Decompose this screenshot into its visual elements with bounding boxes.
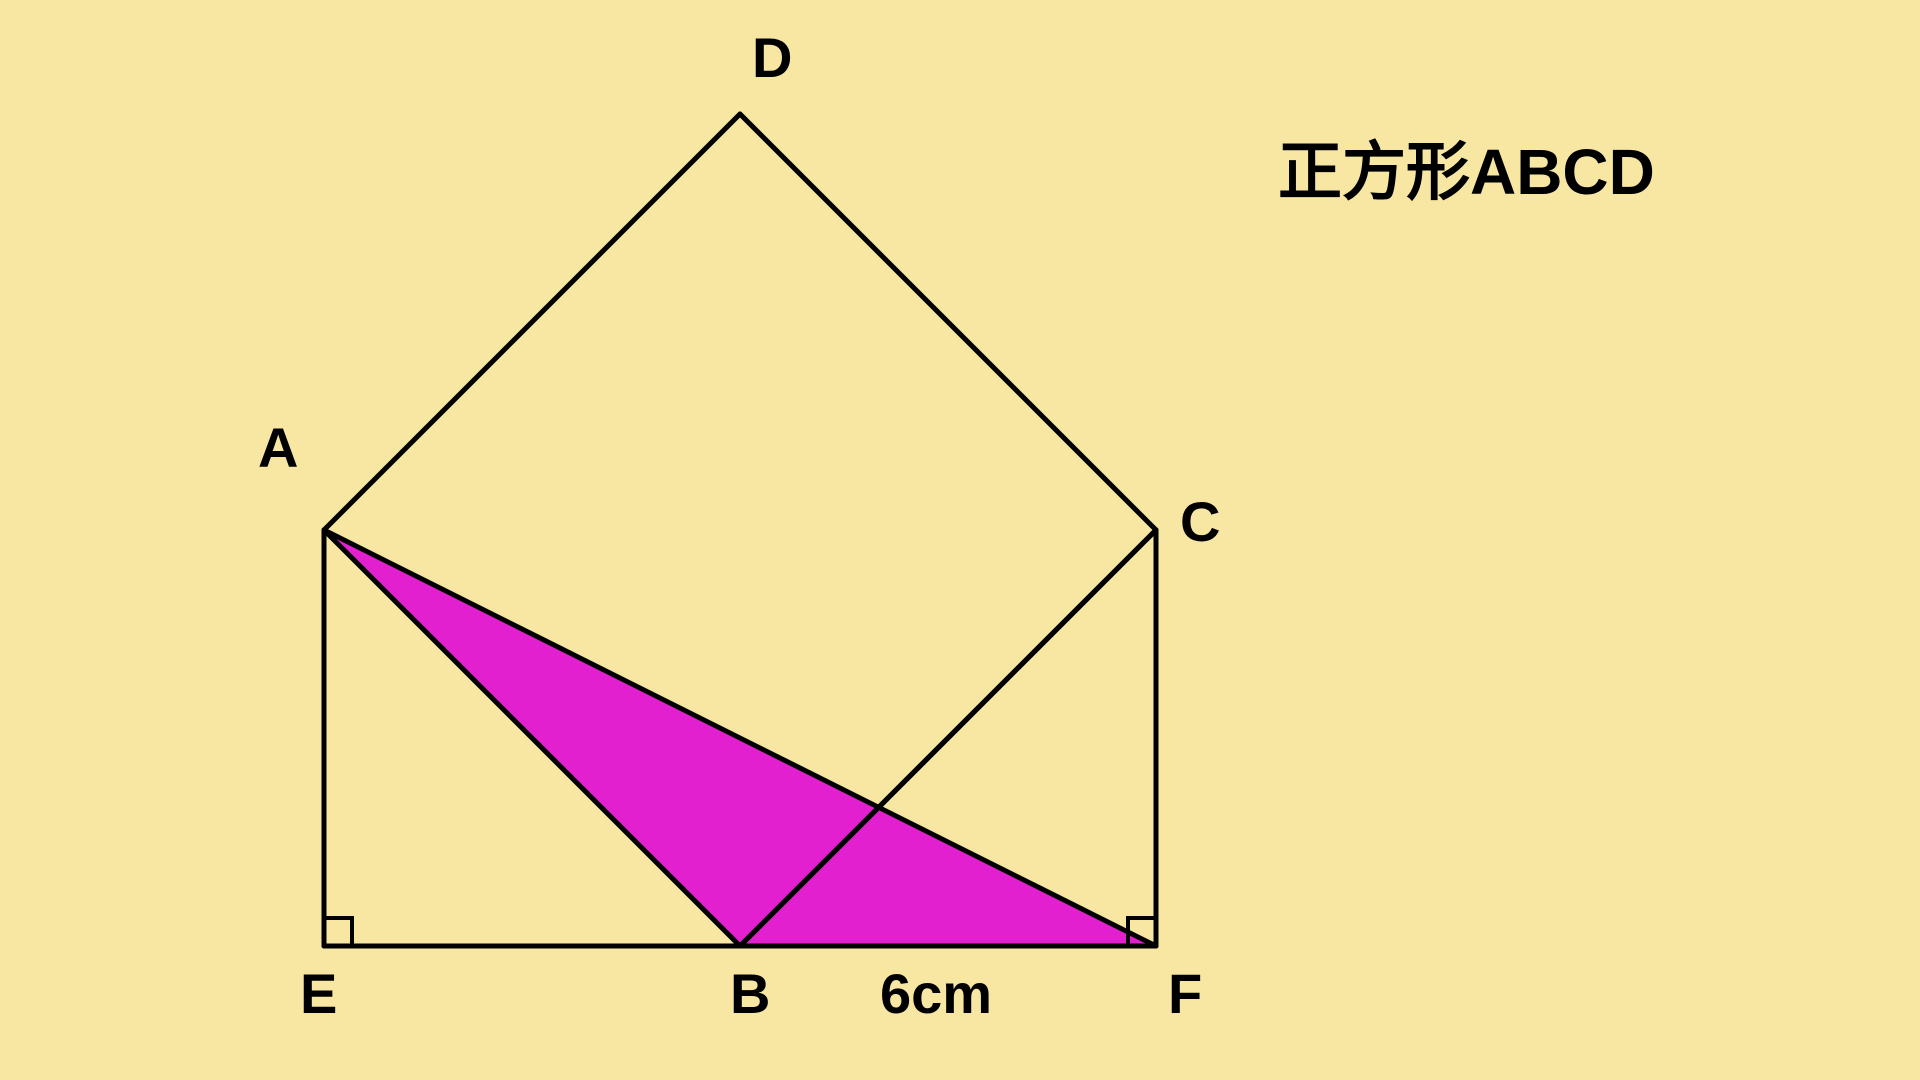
vertex-label-f: F	[1168, 966, 1202, 1022]
vertex-label-a: A	[258, 420, 298, 476]
vertex-label-c: C	[1180, 494, 1220, 550]
dimension-label-bf: 6cm	[880, 966, 992, 1022]
vertex-label-b: B	[730, 966, 770, 1022]
diagram-title: 正方形ABCD	[1278, 140, 1655, 204]
vertex-label-d: D	[752, 30, 792, 86]
vertex-label-e: E	[300, 966, 337, 1022]
